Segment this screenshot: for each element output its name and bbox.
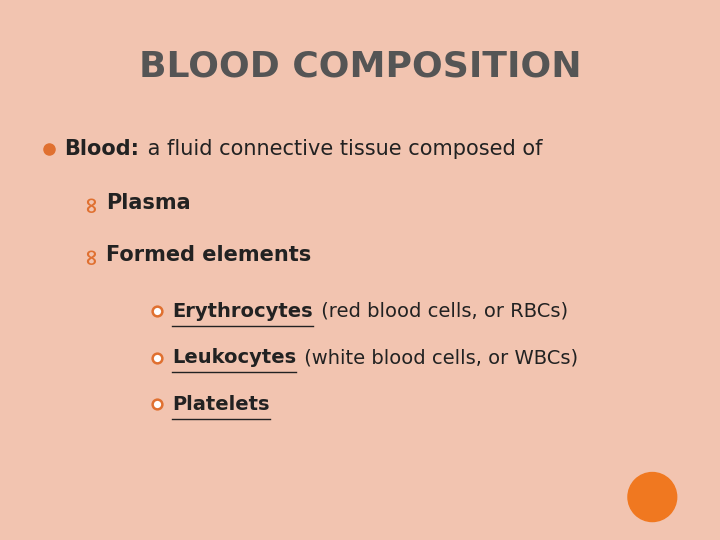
Text: Platelets: Platelets (172, 395, 269, 414)
Text: ∞: ∞ (81, 245, 101, 264)
Text: Formed elements: Formed elements (106, 245, 311, 265)
Text: Leukocytes: Leukocytes (172, 348, 296, 367)
Text: (white blood cells, or WBCs): (white blood cells, or WBCs) (298, 348, 578, 367)
Text: Blood:: Blood: (64, 139, 139, 159)
Text: a fluid connective tissue composed of: a fluid connective tissue composed of (141, 139, 543, 159)
Text: Erythrocytes: Erythrocytes (172, 302, 312, 321)
Ellipse shape (628, 472, 677, 522)
Text: BLOOD COMPOSITION: BLOOD COMPOSITION (139, 49, 581, 83)
Text: Plasma: Plasma (106, 193, 191, 213)
Text: (red blood cells, or RBCs): (red blood cells, or RBCs) (315, 302, 568, 321)
Text: ∞: ∞ (81, 194, 101, 212)
